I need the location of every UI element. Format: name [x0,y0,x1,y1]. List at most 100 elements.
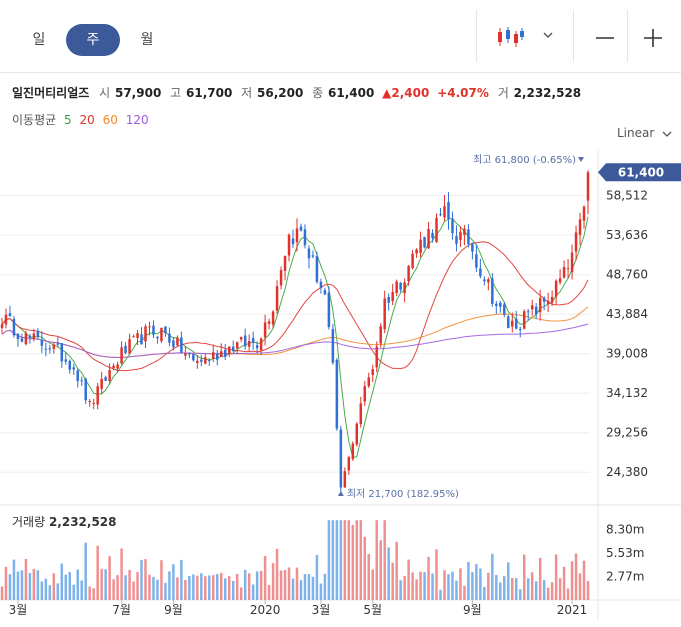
volume-bar [399,580,402,600]
candle-body [152,325,155,335]
ma-5-label: 5 [64,113,72,127]
candle-body [8,313,12,317]
candle [8,305,12,317]
volume-bar [64,574,68,600]
candle [487,277,490,291]
volume-bar [483,586,486,600]
price-tick-label: 53,636 [606,228,648,242]
candlestick-icon[interactable] [496,26,524,48]
candle-body [279,270,283,286]
volume-bar [148,574,151,600]
candle-body [116,364,119,369]
candle-body [216,353,219,360]
volume-bar [239,587,243,600]
volume-bar [562,566,566,600]
candle-body [247,340,251,347]
volume-bar [570,561,574,600]
volume-bar [411,572,414,600]
candle-body [331,329,335,363]
tab-weekly[interactable]: 주 [66,24,120,56]
candle-body [52,344,56,349]
x-tick-label: 9월 [463,603,482,617]
volume-bar [503,576,506,600]
min-marker [337,491,344,496]
volume-bar [491,553,494,600]
volume-bar [287,567,291,600]
candle-body [128,339,131,354]
volume-bar [168,571,171,600]
candle-body [12,318,16,336]
tab-daily[interactable]: 일 [32,32,46,48]
volume-bar [455,580,458,600]
candle [16,333,20,347]
candle [526,308,530,321]
candle-body [132,336,135,338]
candle-body [72,367,75,370]
candle-body [164,326,167,334]
candle [247,334,251,352]
volume-bar [542,580,546,600]
high-value: 61,700 [186,86,233,100]
volume-bar [267,584,271,600]
candle [124,342,127,355]
price-tick-label: 39,008 [606,347,648,361]
candle [20,333,24,343]
candle-body [562,267,566,278]
toolbar-divider [627,10,628,62]
candle-body [407,265,410,282]
candle-body [68,360,72,370]
candle-body [522,311,526,329]
volume-bar [479,568,482,600]
volume-bar [554,554,558,600]
candle-body [104,377,107,381]
scale-selector[interactable]: Linear [617,126,672,140]
volume-label: 거 [497,86,509,100]
candle-body [439,214,442,216]
candle [140,327,143,345]
scale-label: Linear [617,126,655,140]
candle [172,337,175,351]
candle [136,329,139,346]
candle-body [566,268,570,270]
candle [212,344,215,363]
candle-body [112,365,115,368]
candle [538,289,542,321]
volume-bar [16,571,20,600]
candle-body [383,298,386,330]
volume-bar [351,524,355,600]
tab-monthly[interactable]: 월 [140,32,154,48]
volume-panel-label: 거래량 2,232,528 [12,515,117,529]
volume-bar [538,557,542,600]
candle-body [363,386,367,402]
volume-bar [188,575,191,600]
candle [116,361,119,373]
x-tick-label: 3월 [9,603,28,617]
candle-body [287,234,291,256]
candle-body [463,228,466,235]
plus-icon[interactable] [642,28,664,48]
candle [522,309,526,330]
candle [415,248,418,258]
volume-bar [28,572,32,600]
volume-bar [212,575,215,600]
candle [188,352,191,359]
volume-bar [216,574,219,600]
candle [359,396,363,428]
candle [303,224,307,249]
candle [72,363,75,376]
minus-icon[interactable] [594,28,616,48]
candle [104,375,107,381]
candle-body [335,359,339,429]
candle-body [231,346,235,351]
volume-bar [144,559,147,600]
chevron-down-icon[interactable] [542,30,554,40]
candle [88,399,91,407]
volume-bar [534,581,538,600]
candle [582,205,586,229]
volume-bar [283,569,287,600]
candle-body [168,333,171,343]
candle [343,467,347,489]
volume-bar [363,536,367,600]
candle [192,353,195,362]
